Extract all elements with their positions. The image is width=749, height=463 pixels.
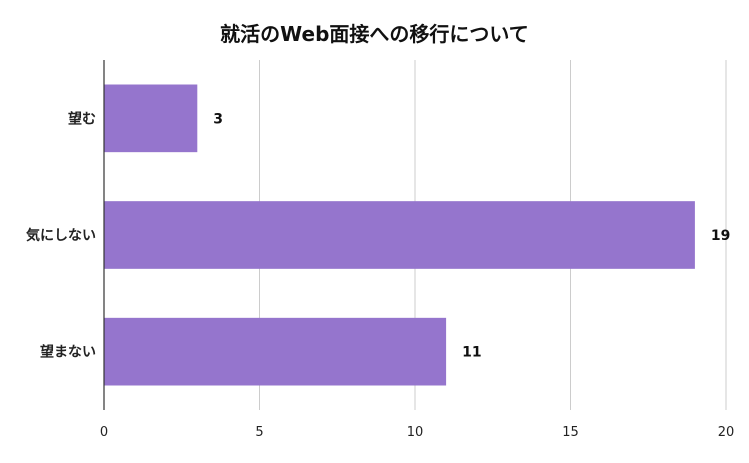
- x-tick-label: 10: [407, 425, 424, 440]
- bar: [104, 201, 695, 269]
- bar: [104, 317, 447, 386]
- data-label: 11: [462, 345, 481, 361]
- bar: [104, 84, 198, 153]
- category-label: 望まない: [40, 344, 96, 361]
- data-label: 19: [711, 228, 730, 244]
- x-tick-label: 20: [718, 425, 735, 440]
- data-label: 3: [213, 111, 223, 127]
- category-label: 気にしない: [26, 227, 96, 244]
- category-label: 望む: [68, 110, 96, 127]
- x-tick-label: 5: [255, 425, 263, 440]
- x-tick-label: 0: [100, 425, 108, 440]
- chart-title: 就活のWeb面接への移行について: [220, 22, 529, 46]
- x-tick-label: 15: [562, 425, 579, 440]
